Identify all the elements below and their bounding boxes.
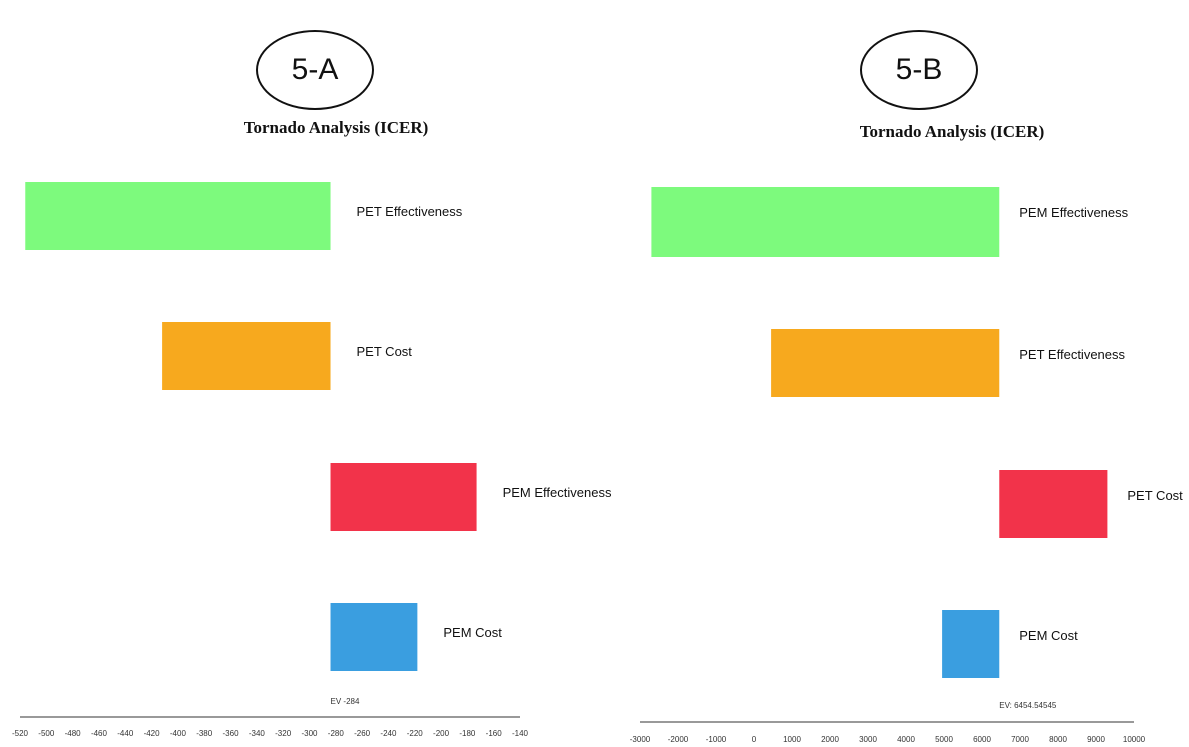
x-tick-label: -240: [380, 729, 397, 738]
tornado-bar: [330, 603, 418, 671]
panel-label-b: 5-B: [860, 30, 978, 110]
x-tick-label: 3000: [859, 735, 877, 744]
bar-label: PEM Effectiveness: [1019, 205, 1128, 220]
chart-b: PEM Effectiveness PET Effectiveness PET Co…: [630, 187, 1183, 744]
ev-label: EV: 6454.54545: [999, 701, 1057, 710]
tornado-bar: [942, 610, 1000, 678]
x-tick-label: -3000: [630, 735, 651, 744]
x-tick-label: -160: [486, 729, 503, 738]
x-tick-label: 1000: [783, 735, 801, 744]
tornado-bar: [651, 187, 1000, 257]
bar-label: PET Cost: [1127, 488, 1183, 503]
tornado-bar: [162, 322, 331, 390]
x-tick-label: 4000: [897, 735, 915, 744]
x-tick-label: 5000: [935, 735, 953, 744]
x-tick-label: -440: [117, 729, 134, 738]
x-tick-label: 6000: [973, 735, 991, 744]
panel-label-a: 5-A: [256, 30, 374, 110]
x-tick-label: -140: [512, 729, 529, 738]
chart-title-b: Tornado Analysis (ICER): [859, 122, 1045, 141]
x-tick-label: -520: [12, 729, 29, 738]
x-tick-label: 10000: [1123, 735, 1146, 744]
bar-label: PEM Cost: [1019, 628, 1078, 643]
x-tick-label: -360: [223, 729, 240, 738]
x-tick-label: -1000: [706, 735, 727, 744]
x-tick-label: -280: [328, 729, 345, 738]
x-tick-label: 9000: [1087, 735, 1105, 744]
x-tick-label: -400: [170, 729, 187, 738]
x-tick-label: -480: [65, 729, 82, 738]
bar-label: PET Effectiveness: [357, 204, 463, 219]
x-tick-label: -300: [301, 729, 318, 738]
x-tick-label: -500: [38, 729, 55, 738]
x-tick-label: 0: [752, 735, 757, 744]
tornado-bar: [25, 182, 331, 250]
bar-label: PET Effectiveness: [1019, 347, 1125, 362]
tornado-bar: [771, 329, 1000, 397]
x-tick-label: -320: [275, 729, 292, 738]
x-tick-label: -460: [91, 729, 108, 738]
chart-title-a: Tornado Analysis (ICER): [243, 118, 429, 137]
x-tick-label: 7000: [1011, 735, 1029, 744]
x-tick-label: -420: [144, 729, 161, 738]
chart-a: PET Effectiveness PET Cost PEM Effectivene…: [12, 182, 612, 738]
bar-label: PEM Effectiveness: [503, 485, 612, 500]
bar-label: PET Cost: [357, 344, 413, 359]
x-tick-label: -180: [459, 729, 476, 738]
x-tick-label: -260: [354, 729, 371, 738]
tornado-bar: [999, 470, 1108, 538]
x-tick-label: 2000: [821, 735, 839, 744]
ev-label: EV -284: [331, 697, 360, 706]
x-tick-label: -340: [249, 729, 266, 738]
x-tick-label: -200: [433, 729, 450, 738]
x-tick-label: -2000: [668, 735, 689, 744]
x-tick-label: -220: [407, 729, 424, 738]
tornado-bar: [330, 463, 477, 531]
x-tick-label: 8000: [1049, 735, 1067, 744]
bar-label: PEM Cost: [443, 625, 502, 640]
x-tick-label: -380: [196, 729, 213, 738]
